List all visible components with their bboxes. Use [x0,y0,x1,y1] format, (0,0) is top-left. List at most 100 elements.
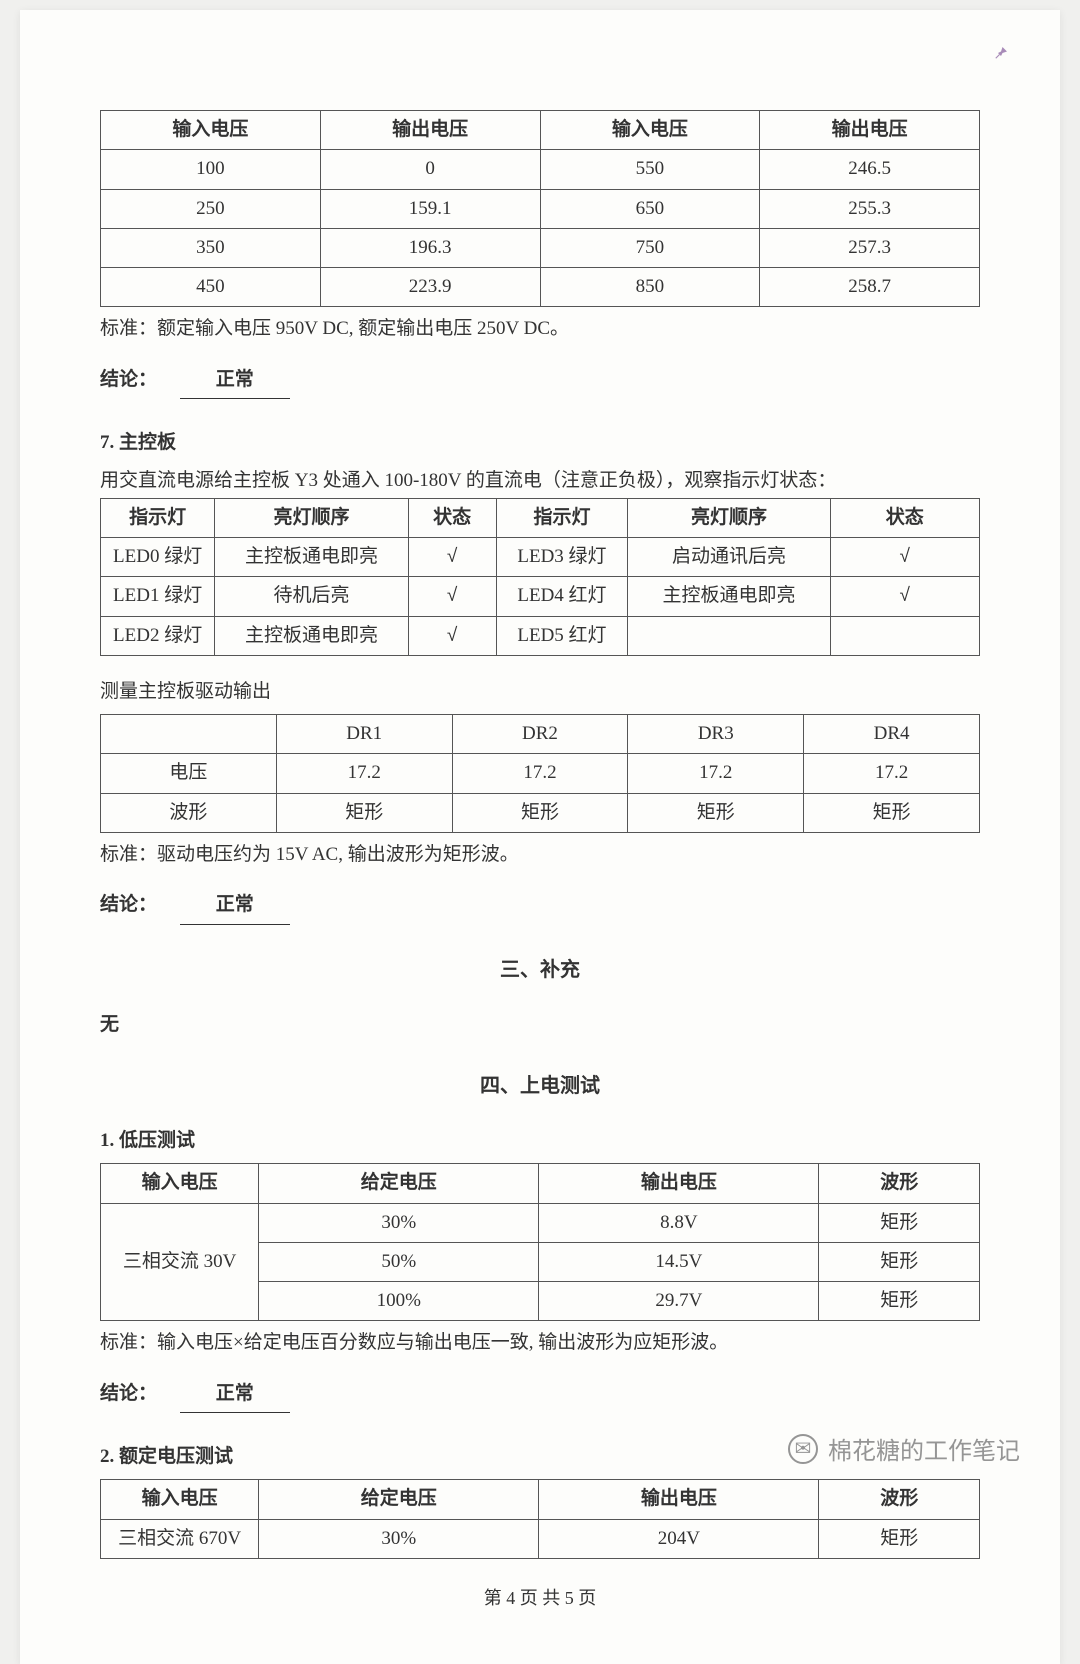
t1-cell: 0 [320,150,540,189]
t1-cell: 450 [101,268,321,307]
t1-header: 输入电压 [101,111,321,150]
lowv-cell: 8.8V [539,1203,819,1242]
led-check: √ [408,616,496,655]
led-cell: 主控板通电即亮 [215,616,408,655]
lowv-cell: 29.7V [539,1282,819,1321]
drive-header: DR2 [452,715,628,754]
t1-header: 输入电压 [540,111,760,150]
led-check: √ [408,577,496,616]
led-cell: 主控板通电即亮 [215,537,408,576]
conclusion-1: 结论： 正常 [100,364,980,399]
voltage-table-1: 输入电压 输出电压 输入电压 输出电压 100 0 550 246.5 250 … [100,110,980,307]
lowv-merged-input: 三相交流 30V [101,1203,259,1321]
page-footer: 第 4 页 共 5 页 [100,1583,980,1614]
rated-cell: 三相交流 670V [101,1519,259,1558]
drive-table: DR1 DR2 DR3 DR4 电压 17.2 17.2 17.2 17.2 波… [100,714,980,833]
drive-cell: 矩形 [804,793,980,832]
led-header: 亮灯顺序 [628,498,830,537]
t1-cell: 650 [540,189,760,228]
section-4-title: 四、上电测试 [100,1069,980,1103]
rated-cell: 30% [259,1519,539,1558]
conclusion-value: 正常 [180,364,290,399]
t1-header: 输出电压 [760,111,980,150]
section-7-title: 7. 主控板 [100,427,980,459]
rated-cell: 矩形 [819,1519,980,1558]
led-header: 指示灯 [496,498,628,537]
t1-cell: 223.9 [320,268,540,307]
lowv-cell: 矩形 [819,1242,980,1281]
lowv-header: 波形 [819,1164,980,1203]
drive-cell: 17.2 [452,754,628,793]
led-header: 状态 [830,498,979,537]
lowv-cell: 矩形 [819,1203,980,1242]
drive-cell: 17.2 [628,754,804,793]
rated-header: 给定电压 [259,1480,539,1519]
conclusion-value: 正常 [180,889,290,924]
rated-header: 波形 [819,1480,980,1519]
lowv-cell: 100% [259,1282,539,1321]
conclusion-value: 正常 [180,1378,290,1413]
t1-header: 输出电压 [320,111,540,150]
led-cell: 启动通讯后亮 [628,537,830,576]
standard-note-3: 标准：输入电压×给定电压百分数应与输出电压一致, 输出波形为应矩形波。 [100,1327,980,1359]
led-cell: 主控板通电即亮 [628,577,830,616]
t1-cell: 159.1 [320,189,540,228]
led-cell: LED2 绿灯 [101,616,215,655]
led-header: 状态 [408,498,496,537]
led-cell [628,616,830,655]
lowv-header: 输入电压 [101,1164,259,1203]
rated-header: 输出电压 [539,1480,819,1519]
drive-cell: 电压 [101,754,277,793]
led-check: √ [830,537,979,576]
led-table: 指示灯 亮灯顺序 状态 指示灯 亮灯顺序 状态 LED0 绿灯 主控板通电即亮 … [100,498,980,656]
t1-cell: 550 [540,150,760,189]
wechat-icon: ✉ [788,1434,818,1464]
drive-header: DR1 [276,715,452,754]
standard-note-2: 标准：驱动电压约为 15V AC, 输出波形为矩形波。 [100,839,980,871]
drive-cell: 17.2 [276,754,452,793]
led-cell: LED5 红灯 [496,616,628,655]
rated-table: 输入电压 给定电压 输出电压 波形 三相交流 670V 30% 204V 矩形 [100,1479,980,1559]
lowv-cell: 矩形 [819,1282,980,1321]
lowv-cell: 30% [259,1203,539,1242]
led-cell: LED3 绿灯 [496,537,628,576]
t1-cell: 750 [540,228,760,267]
led-cell: LED0 绿灯 [101,537,215,576]
t1-cell: 850 [540,268,760,307]
conclusion-3: 结论： 正常 [100,1378,980,1413]
drive-cell: 矩形 [276,793,452,832]
document-page: 输入电压 输出电压 输入电压 输出电压 100 0 550 246.5 250 … [20,10,1060,1664]
t1-cell: 250 [101,189,321,228]
t1-cell: 350 [101,228,321,267]
section-3-title: 三、补充 [100,953,980,987]
drive-header [101,715,277,754]
lowv-cell: 50% [259,1242,539,1281]
drive-output-label: 测量主控板驱动输出 [100,676,980,708]
rated-header: 输入电压 [101,1480,259,1519]
t1-cell: 100 [101,150,321,189]
lowv-header: 输出电压 [539,1164,819,1203]
t1-cell: 257.3 [760,228,980,267]
drive-header: DR4 [804,715,980,754]
section-3-body: 无 [100,1009,980,1041]
led-check: √ [408,537,496,576]
t1-cell: 258.7 [760,268,980,307]
conclusion-label: 结论： [100,1383,157,1404]
drive-cell: 17.2 [804,754,980,793]
led-header: 亮灯顺序 [215,498,408,537]
led-header: 指示灯 [101,498,215,537]
drive-cell: 矩形 [628,793,804,832]
conclusion-label: 结论： [100,894,157,915]
section-7-intro: 用交直流电源给主控板 Y3 处通入 100-180V 的直流电（注意正负极），观… [100,465,980,497]
led-check: √ [830,577,979,616]
led-cell [830,616,979,655]
lowv-cell: 14.5V [539,1242,819,1281]
t1-cell: 246.5 [760,150,980,189]
lowv-header: 给定电压 [259,1164,539,1203]
watermark-text: 棉花糖的工作笔记 [828,1431,1020,1466]
conclusion-label: 结论： [100,369,157,390]
standard-note-1: 标准：额定输入电压 950V DC, 额定输出电压 250V DC。 [100,313,980,345]
t1-cell: 196.3 [320,228,540,267]
drive-cell: 波形 [101,793,277,832]
led-cell: LED4 红灯 [496,577,628,616]
